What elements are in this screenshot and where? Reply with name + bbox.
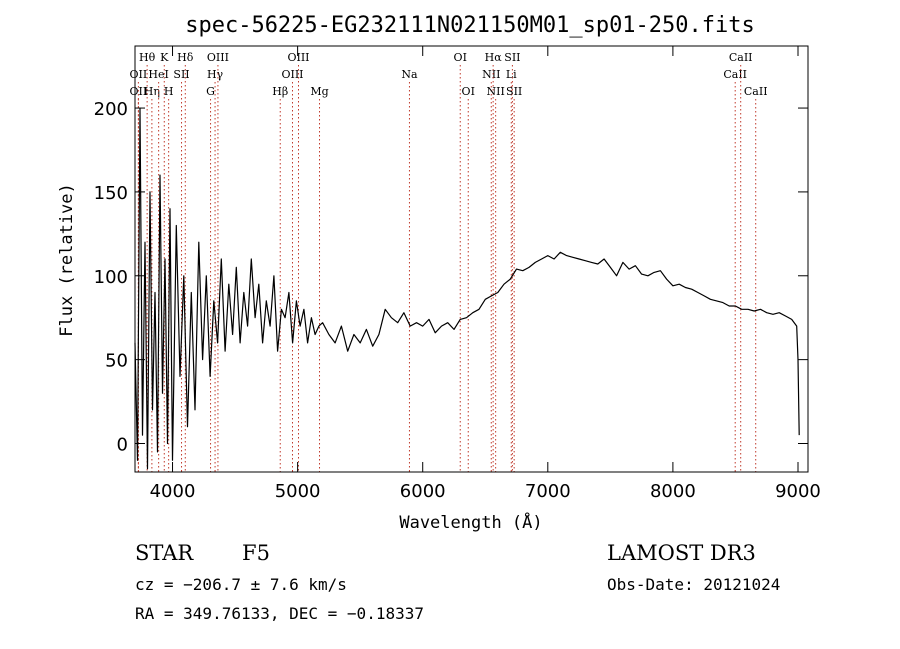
redshift-velocity: cz = −206.7 ± 7.6 km/s bbox=[135, 575, 347, 594]
flux-series bbox=[134, 107, 800, 470]
plot-frame bbox=[134, 45, 809, 473]
x-axis-label: Wavelength (Å) bbox=[399, 511, 542, 533]
spectrum-chart: spec-56225-EG232111N021150M01_sp01-250.f… bbox=[57, 13, 821, 533]
line-label-13: OIII bbox=[281, 68, 303, 81]
line-label-18: OI bbox=[462, 85, 475, 98]
line-label-21: NII bbox=[486, 85, 504, 98]
coordinates: RA = 349.76133, DEC = −0.18337 bbox=[135, 604, 424, 623]
line-label-25: CaII bbox=[723, 68, 747, 81]
line-label-7: Hδ bbox=[177, 51, 194, 64]
line-label-4: K bbox=[160, 51, 169, 64]
y-tick-label-1: 50 bbox=[105, 351, 128, 372]
series-flux bbox=[134, 107, 800, 470]
line-label-8: SII bbox=[173, 68, 189, 81]
y-tick-label-3: 150 bbox=[94, 183, 128, 204]
y-tick-label-0: 0 bbox=[117, 434, 128, 455]
line-label-3: Hη bbox=[144, 85, 160, 98]
y-axis-label: Flux (relative) bbox=[57, 183, 77, 337]
line-label-5: HeI bbox=[148, 68, 168, 81]
line-label-16: Na bbox=[401, 68, 418, 81]
x-tick-label-2: 6000 bbox=[400, 481, 446, 502]
x-tick-label-0: 4000 bbox=[150, 481, 196, 502]
line-label-22: Li bbox=[506, 68, 517, 81]
line-label-14: OIII bbox=[287, 51, 309, 64]
line-label-24: SII bbox=[506, 85, 522, 98]
x-tick-label-3: 7000 bbox=[525, 481, 571, 502]
x-tick-label-4: 8000 bbox=[650, 481, 696, 502]
survey-name: LAMOST DR3 bbox=[607, 541, 756, 565]
line-label-23: SII bbox=[504, 51, 520, 64]
x-axis-ticks: 4000 5000 6000 7000 8000 9000 bbox=[150, 46, 821, 502]
line-label-2: OII bbox=[130, 68, 148, 81]
line-label-9: G bbox=[206, 85, 215, 98]
y-tick-label-4: 200 bbox=[94, 99, 128, 120]
y-tick-label-2: 100 bbox=[94, 267, 128, 288]
line-label-19: NII bbox=[482, 68, 500, 81]
chart-title: spec-56225-EG232111N021150M01_sp01-250.f… bbox=[185, 13, 755, 38]
line-label-20: Hα bbox=[485, 51, 503, 64]
line-label-1: Hθ bbox=[139, 51, 156, 64]
x-tick-label-5: 9000 bbox=[775, 481, 821, 502]
line-label-12: Hβ bbox=[272, 85, 288, 98]
line-label-17: OI bbox=[454, 51, 467, 64]
line-label-15: Mg bbox=[310, 85, 328, 98]
line-label-10: Hγ bbox=[207, 68, 224, 81]
object-subclass: F5 bbox=[242, 541, 270, 565]
observation-date: Obs-Date: 20121024 bbox=[607, 575, 781, 594]
line-label-6: H bbox=[164, 85, 174, 98]
y-axis-ticks: 0 50 100 150 200 bbox=[94, 99, 808, 455]
line-label-11: OIII bbox=[207, 51, 229, 64]
line-label-26: CaII bbox=[729, 51, 753, 64]
spectral-line-markers: OIIHθOIIHηKHeIHHδSIIGHγOIIIHβOIIIOIIIMgN… bbox=[130, 51, 768, 472]
object-class: STAR bbox=[135, 541, 194, 565]
line-label-27: CaII bbox=[744, 85, 768, 98]
x-tick-label-1: 5000 bbox=[275, 481, 321, 502]
